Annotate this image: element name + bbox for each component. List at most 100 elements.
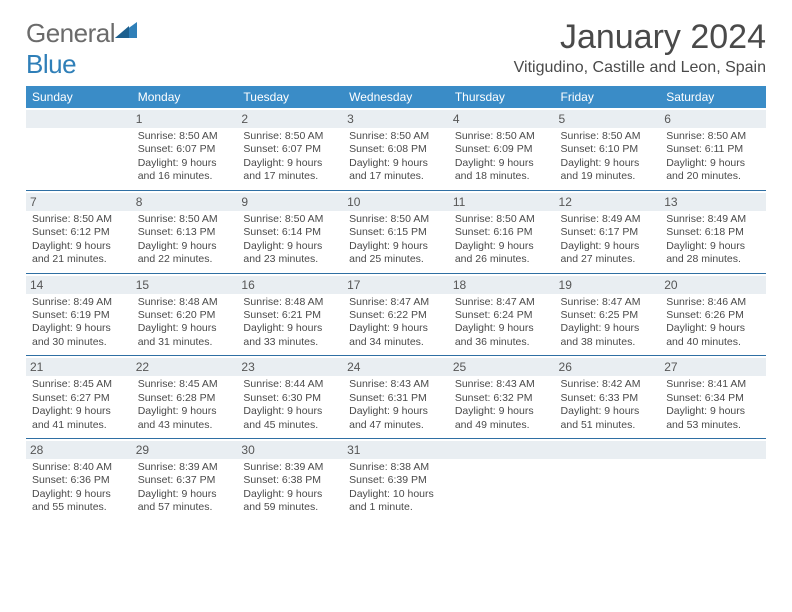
calendar-week-row: 7Sunrise: 8:50 AMSunset: 6:12 PMDaylight… <box>26 190 766 273</box>
weekday-header-saturday: Saturday <box>660 86 766 108</box>
sunset-text: Sunset: 6:25 PM <box>561 309 655 322</box>
day-details: Sunrise: 8:39 AMSunset: 6:38 PMDaylight:… <box>243 461 337 515</box>
daylight-line1: Daylight: 9 hours <box>349 157 443 170</box>
sunrise-text: Sunrise: 8:48 AM <box>138 296 232 309</box>
daylight-line1: Daylight: 9 hours <box>243 240 337 253</box>
daylight-line2: and 22 minutes. <box>138 253 232 266</box>
calendar-day-cell: 24Sunrise: 8:43 AMSunset: 6:31 PMDayligh… <box>343 356 449 439</box>
calendar-day-cell: 18Sunrise: 8:47 AMSunset: 6:24 PMDayligh… <box>449 273 555 356</box>
daylight-line1: Daylight: 9 hours <box>455 405 549 418</box>
sunset-text: Sunset: 6:13 PM <box>138 226 232 239</box>
day-number: 14 <box>26 276 132 294</box>
calendar-day-cell: 12Sunrise: 8:49 AMSunset: 6:17 PMDayligh… <box>555 190 661 273</box>
sunrise-text: Sunrise: 8:49 AM <box>561 213 655 226</box>
calendar-day-cell: 22Sunrise: 8:45 AMSunset: 6:28 PMDayligh… <box>132 356 238 439</box>
day-details: Sunrise: 8:44 AMSunset: 6:30 PMDaylight:… <box>243 378 337 432</box>
calendar-day-cell: 8 Sunrise: 8:50 AMSunset: 6:13 PMDaylight… <box>132 190 238 273</box>
logo-text: General Blue <box>26 18 137 80</box>
month-title: January 2024 <box>514 18 766 57</box>
day-details: Sunrise: 8:50 AMSunset: 6:07 PMDaylight:… <box>243 130 337 184</box>
logo-sail-icon <box>115 20 137 38</box>
calendar-day-cell: 23Sunrise: 8:44 AMSunset: 6:30 PMDayligh… <box>237 356 343 439</box>
calendar-day-cell: 25Sunrise: 8:43 AMSunset: 6:32 PMDayligh… <box>449 356 555 439</box>
calendar-day-cell: 9 Sunrise: 8:50 AMSunset: 6:14 PMDaylight… <box>237 190 343 273</box>
calendar-day-cell: 10Sunrise: 8:50 AMSunset: 6:15 PMDayligh… <box>343 190 449 273</box>
sunrise-text: Sunrise: 8:50 AM <box>243 213 337 226</box>
daylight-line2: and 1 minute. <box>349 501 443 514</box>
calendar-day-cell: 13Sunrise: 8:49 AMSunset: 6:18 PMDayligh… <box>660 190 766 273</box>
day-number: 28 <box>26 441 132 459</box>
sunrise-text: Sunrise: 8:47 AM <box>561 296 655 309</box>
day-details: Sunrise: 8:45 AMSunset: 6:27 PMDaylight:… <box>32 378 126 432</box>
calendar-day-cell: 5Sunrise: 8:50 AMSunset: 6:10 PMDaylight… <box>555 108 661 190</box>
day-details: Sunrise: 8:43 AMSunset: 6:32 PMDaylight:… <box>455 378 549 432</box>
weekday-header-tuesday: Tuesday <box>237 86 343 108</box>
sunrise-text: Sunrise: 8:50 AM <box>666 130 760 143</box>
weekday-header-sunday: Sunday <box>26 86 132 108</box>
sunset-text: Sunset: 6:33 PM <box>561 392 655 405</box>
day-number <box>555 441 661 459</box>
daylight-line2: and 59 minutes. <box>243 501 337 514</box>
day-number: 29 <box>132 441 238 459</box>
calendar-day-cell: 16Sunrise: 8:48 AMSunset: 6:21 PMDayligh… <box>237 273 343 356</box>
sunset-text: Sunset: 6:38 PM <box>243 474 337 487</box>
calendar-week-row: 1Sunrise: 8:50 AMSunset: 6:07 PMDaylight… <box>26 108 766 190</box>
daylight-line1: Daylight: 9 hours <box>138 240 232 253</box>
day-number: 1 <box>132 110 238 128</box>
sunset-text: Sunset: 6:18 PM <box>666 226 760 239</box>
daylight-line2: and 27 minutes. <box>561 253 655 266</box>
calendar-body: 1Sunrise: 8:50 AMSunset: 6:07 PMDaylight… <box>26 108 766 521</box>
day-number: 21 <box>26 358 132 376</box>
day-details: Sunrise: 8:47 AMSunset: 6:25 PMDaylight:… <box>561 296 655 350</box>
day-number: 20 <box>660 276 766 294</box>
calendar-day-cell: 11Sunrise: 8:50 AMSunset: 6:16 PMDayligh… <box>449 190 555 273</box>
weekday-header-friday: Friday <box>555 86 661 108</box>
sunset-text: Sunset: 6:14 PM <box>243 226 337 239</box>
daylight-line2: and 25 minutes. <box>349 253 443 266</box>
sunrise-text: Sunrise: 8:45 AM <box>138 378 232 391</box>
sunrise-text: Sunrise: 8:40 AM <box>32 461 126 474</box>
day-details: Sunrise: 8:48 AMSunset: 6:20 PMDaylight:… <box>138 296 232 350</box>
day-number: 17 <box>343 276 449 294</box>
daylight-line2: and 49 minutes. <box>455 419 549 432</box>
sunrise-text: Sunrise: 8:50 AM <box>32 213 126 226</box>
calendar-day-cell: 2Sunrise: 8:50 AMSunset: 6:07 PMDaylight… <box>237 108 343 190</box>
day-details: Sunrise: 8:50 AMSunset: 6:13 PMDaylight:… <box>138 213 232 267</box>
day-number: 9 <box>237 193 343 211</box>
day-details: Sunrise: 8:42 AMSunset: 6:33 PMDaylight:… <box>561 378 655 432</box>
sunrise-text: Sunrise: 8:50 AM <box>138 130 232 143</box>
daylight-line1: Daylight: 10 hours <box>349 488 443 501</box>
day-details: Sunrise: 8:49 AMSunset: 6:17 PMDaylight:… <box>561 213 655 267</box>
day-number: 8 <box>132 193 238 211</box>
day-number: 27 <box>660 358 766 376</box>
day-details: Sunrise: 8:40 AMSunset: 6:36 PMDaylight:… <box>32 461 126 515</box>
daylight-line1: Daylight: 9 hours <box>243 405 337 418</box>
daylight-line1: Daylight: 9 hours <box>561 322 655 335</box>
calendar-week-row: 14Sunrise: 8:49 AMSunset: 6:19 PMDayligh… <box>26 273 766 356</box>
day-number: 19 <box>555 276 661 294</box>
calendar-day-cell: 21 Sunrise: 8:45 AMSunset: 6:27 PMDayligh… <box>26 356 132 439</box>
sunrise-text: Sunrise: 8:50 AM <box>349 213 443 226</box>
daylight-line1: Daylight: 9 hours <box>138 322 232 335</box>
sunset-text: Sunset: 6:07 PM <box>138 143 232 156</box>
daylight-line1: Daylight: 9 hours <box>455 240 549 253</box>
sunrise-text: Sunrise: 8:41 AM <box>666 378 760 391</box>
sunrise-text: Sunrise: 8:39 AM <box>243 461 337 474</box>
daylight-line1: Daylight: 9 hours <box>243 157 337 170</box>
day-number: 10 <box>343 193 449 211</box>
day-number: 6 <box>660 110 766 128</box>
day-number: 24 <box>343 358 449 376</box>
weekday-header-thursday: Thursday <box>449 86 555 108</box>
daylight-line1: Daylight: 9 hours <box>666 405 760 418</box>
daylight-line2: and 45 minutes. <box>243 419 337 432</box>
location-subtitle: Vitigudino, Castille and Leon, Spain <box>514 59 766 77</box>
daylight-line1: Daylight: 9 hours <box>138 157 232 170</box>
day-number: 26 <box>555 358 661 376</box>
day-number: 7 <box>26 193 132 211</box>
daylight-line1: Daylight: 9 hours <box>32 240 126 253</box>
daylight-line1: Daylight: 9 hours <box>666 157 760 170</box>
day-number: 15 <box>132 276 238 294</box>
day-details: Sunrise: 8:38 AMSunset: 6:39 PMDaylight:… <box>349 461 443 515</box>
sunrise-text: Sunrise: 8:49 AM <box>666 213 760 226</box>
calendar-day-cell <box>555 439 661 521</box>
